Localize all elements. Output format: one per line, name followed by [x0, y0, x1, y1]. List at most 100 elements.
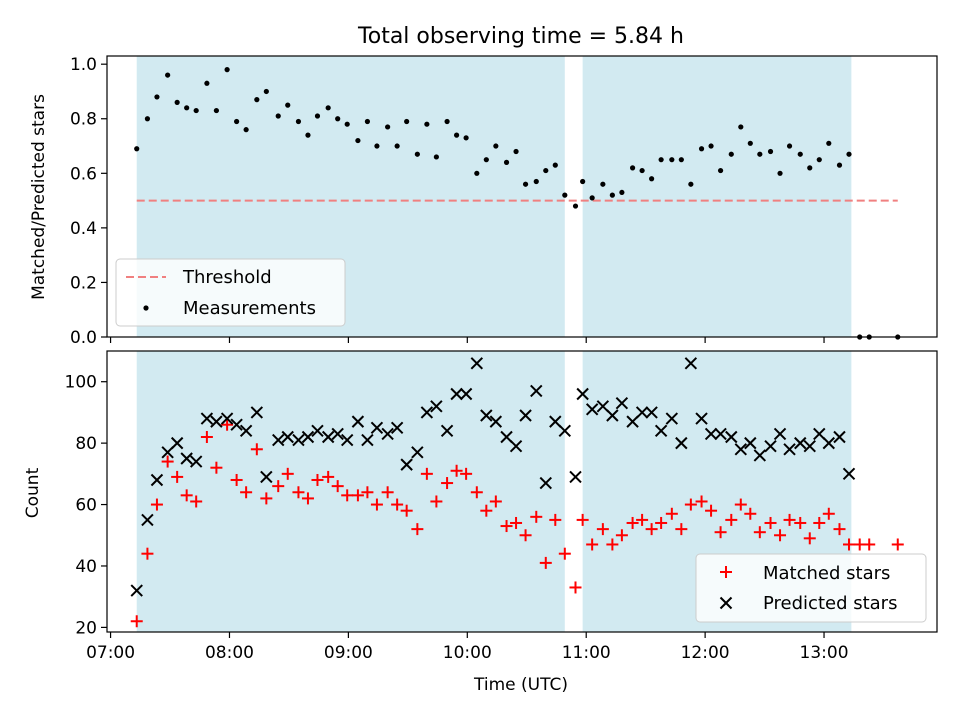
predicted-star-point — [842, 467, 856, 481]
predicted-star-point — [803, 439, 816, 453]
measurement-point — [609, 192, 615, 198]
predicted-star-point — [654, 424, 668, 438]
count-panel: 20 40 60 80 100 07:00 08:00 09:00 10:00 11:00 12:… — [23, 350, 938, 663]
bottom-axes-frame — [106, 350, 938, 633]
measurements-legend-swatch — [143, 305, 149, 311]
predicted-star-point — [606, 409, 619, 422]
predicted-star-point — [539, 476, 552, 490]
measurement-point — [144, 116, 151, 122]
predicted-star-point — [250, 406, 264, 419]
matched-star-point — [813, 516, 826, 529]
measurement-point — [600, 181, 606, 187]
matched-star-point — [489, 495, 502, 508]
matched-star-point — [260, 492, 273, 505]
y-tick-label: 60 — [75, 496, 97, 516]
predicted-star-point — [725, 430, 738, 444]
measurement-point — [374, 143, 380, 149]
measurement-point — [414, 151, 420, 157]
measurement-point — [444, 118, 450, 125]
measurement-point — [836, 162, 843, 168]
measurement-point — [747, 140, 753, 146]
measurement-point — [639, 167, 645, 174]
predicted-star-point — [301, 430, 315, 444]
matched-star-point — [891, 538, 904, 551]
measurement-points — [134, 67, 901, 340]
predicted-star-point — [549, 415, 562, 428]
matched-star-point — [530, 510, 543, 523]
predicted-star-point — [390, 421, 404, 434]
y-tick-label: 0.8 — [70, 110, 97, 130]
matched-star-point — [539, 556, 552, 569]
matched-star-point — [586, 538, 599, 551]
y-tick-label: 0.4 — [70, 219, 97, 239]
predicted-star-point — [684, 357, 698, 370]
measurement-point — [678, 157, 684, 163]
predicted-star-point — [321, 430, 335, 444]
measurement-point — [295, 118, 302, 125]
predicted-star-point — [161, 446, 174, 459]
predicted-star-point — [200, 412, 214, 425]
top-legend-frame — [115, 258, 346, 327]
bottom-y-axis-label: Count — [23, 467, 43, 518]
y-tick-label: 0.2 — [70, 273, 97, 293]
y-tick-label: 0.0 — [70, 328, 97, 348]
predicted-star-point — [675, 436, 688, 450]
predicted-star-point — [189, 455, 203, 468]
matched-star-point — [450, 464, 463, 477]
x-tick-label: 11:00 — [562, 643, 611, 663]
matched-star-point — [292, 486, 305, 499]
measurement-point — [816, 157, 822, 163]
measurement-point — [154, 94, 160, 100]
matched-star-point — [250, 443, 263, 456]
predicted-star-point — [822, 436, 835, 450]
matched-star-point — [381, 486, 394, 499]
matched-star-point — [606, 538, 619, 551]
predicted-star-point — [744, 436, 757, 450]
matched-star-point — [341, 489, 354, 502]
measurement-point — [165, 72, 171, 78]
y-tick-label: 0.6 — [70, 164, 97, 184]
predicted-star-point — [210, 415, 223, 428]
measurement-point — [580, 178, 586, 185]
measurement-point — [234, 118, 240, 125]
top-y-ticks: 0.0 0.2 0.4 0.6 0.8 1.0 — [70, 55, 107, 348]
predicted-star-point — [695, 412, 708, 425]
predicted-star-point — [794, 436, 807, 450]
bottom-legend: Matched stars Predicted stars — [695, 553, 927, 623]
predicted-star-point — [440, 424, 454, 438]
measurement-point — [134, 146, 140, 152]
measurement-point — [572, 203, 579, 209]
measurement-point — [846, 151, 852, 157]
measurement-point — [463, 135, 469, 141]
measurement-point — [474, 170, 480, 176]
matched-star-point — [843, 538, 856, 551]
matched-star-point — [705, 504, 718, 517]
top-x-ticks — [109, 337, 825, 343]
x-tick-label: 09:00 — [324, 643, 373, 663]
measurement-point — [305, 132, 311, 138]
measurement-point — [224, 67, 230, 73]
predicted-star-point — [331, 427, 344, 441]
predicted-star-point — [130, 584, 143, 597]
x-tick-label: 07:00 — [86, 643, 135, 663]
matched-star-point — [774, 529, 787, 542]
predicted-star-point — [783, 443, 796, 456]
matched-star-point — [272, 480, 285, 493]
matched-star-point — [665, 507, 678, 520]
predicted-star-point — [576, 387, 589, 401]
measurement-point — [404, 118, 410, 125]
matched-star-point — [301, 492, 314, 505]
measurement-point — [483, 157, 489, 163]
predicted-star-point — [635, 406, 649, 419]
predicted-star-point — [665, 412, 679, 425]
predicted-legend-swatch — [719, 596, 733, 610]
predicted-star-point — [500, 430, 513, 444]
matched-star-point — [833, 523, 846, 536]
predicted-star-point — [459, 387, 473, 401]
measurements-legend-label: Measurements — [183, 298, 316, 319]
measurement-point — [325, 105, 331, 111]
predicted-star-point — [489, 415, 503, 428]
measurement-point — [738, 124, 744, 130]
matched-star-point — [240, 486, 253, 499]
